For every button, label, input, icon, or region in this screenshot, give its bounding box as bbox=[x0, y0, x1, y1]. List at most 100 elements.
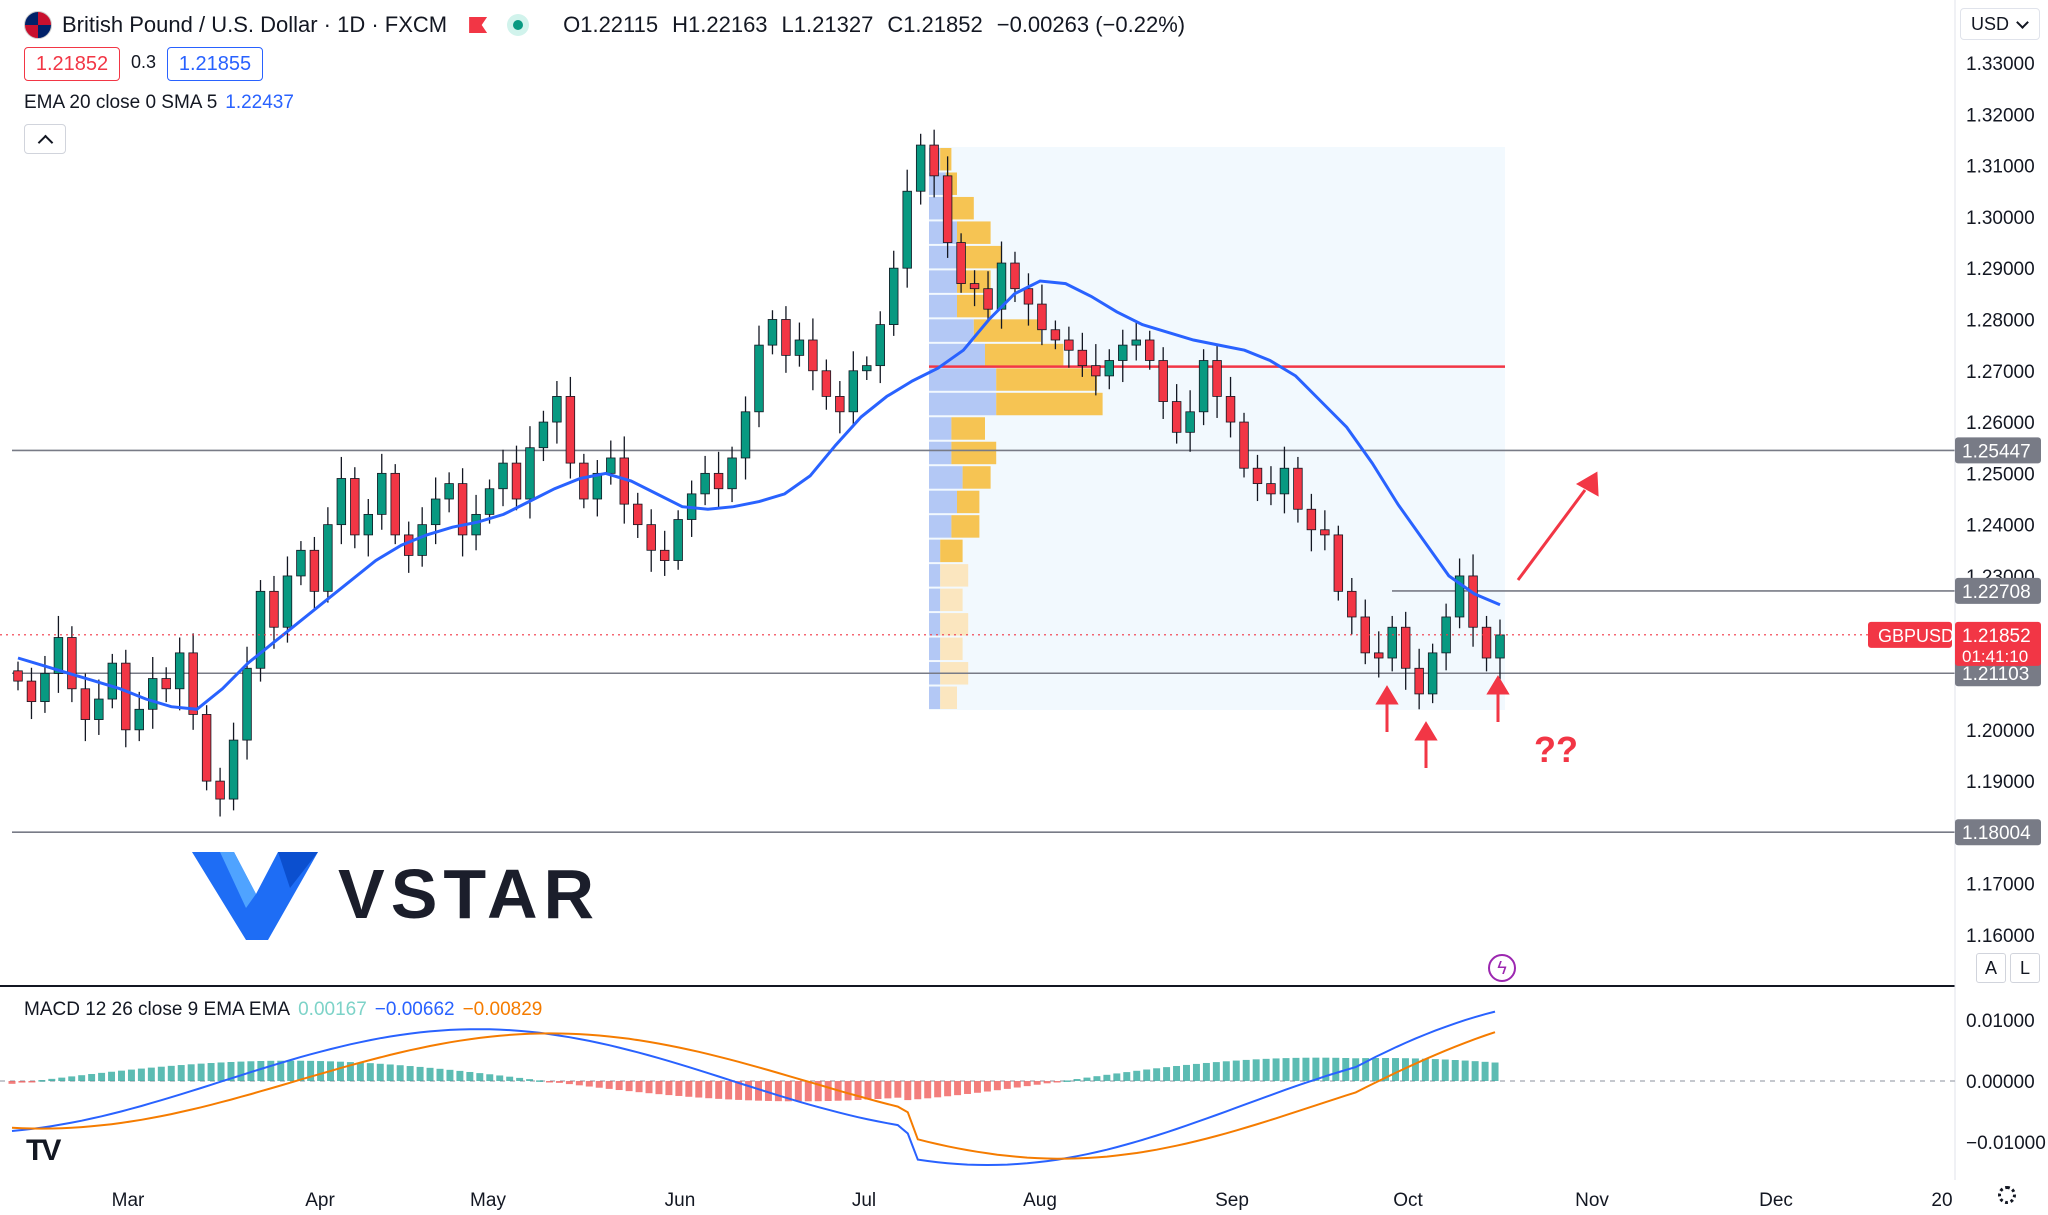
candle-38 bbox=[525, 426, 535, 519]
vp-bar-sell-16 bbox=[940, 539, 963, 563]
macd-hist-bar-148 bbox=[1481, 1061, 1489, 1081]
candle-42 bbox=[579, 453, 589, 509]
macd-hist-bar-117 bbox=[1173, 1065, 1181, 1081]
macd-hist-bar-118 bbox=[1183, 1064, 1190, 1081]
candle-12 bbox=[174, 637, 185, 711]
macd-hist-bar-106 bbox=[1063, 1080, 1071, 1082]
price-axis[interactable]: 1.33000 1.32000 1.31000 1.30000 1.29000 1.280… bbox=[1966, 54, 2035, 947]
candle-40 bbox=[552, 381, 562, 444]
vp-bar-buy-11 bbox=[929, 417, 952, 440]
candle-28 bbox=[390, 464, 400, 545]
candle-84 bbox=[1144, 330, 1155, 370]
macd-legend[interactable]: MACD 12 26 close 9 EMA EMA 0.00167 −0.00… bbox=[24, 999, 542, 1021]
candle-32 bbox=[444, 472, 454, 513]
candle-58 bbox=[794, 322, 805, 367]
macd-hist-bar-75 bbox=[755, 1081, 762, 1101]
level-tag-1 bbox=[1955, 577, 2041, 604]
macd-hist-bar-95 bbox=[954, 1081, 962, 1096]
macd-hist-bar-59 bbox=[595, 1081, 603, 1088]
macd-hist-bar-72 bbox=[725, 1081, 733, 1100]
macd-hist-bar-29 bbox=[297, 1060, 305, 1081]
macd-hist-bar-88 bbox=[884, 1081, 892, 1099]
candle-53 bbox=[727, 446, 737, 503]
ohlc-open: O1.22115 bbox=[563, 12, 659, 37]
macd-hist-bar-98 bbox=[983, 1081, 991, 1092]
ticker-tag-text: GBPUSD bbox=[1878, 626, 1954, 646]
ema-legend[interactable]: EMA 20 close 0 SMA 5 1.22437 bbox=[24, 92, 294, 114]
macd-hist-bar-73 bbox=[735, 1081, 743, 1100]
log-scale-button[interactable]: L bbox=[2010, 953, 2040, 983]
macd-hist-bar-57 bbox=[575, 1081, 583, 1086]
market-open-icon[interactable] bbox=[507, 14, 530, 36]
level-tag-text-1: 1.22708 bbox=[1962, 582, 2031, 603]
collapse-legend-button[interactable] bbox=[24, 124, 66, 154]
macd-hist-bar-122 bbox=[1222, 1061, 1230, 1081]
vp-bar-buy-5 bbox=[929, 270, 957, 293]
macd-axis[interactable]: 0.01000 0.00000 −0.01000 bbox=[1966, 1011, 2046, 1154]
vp-bar-buy-4 bbox=[929, 245, 963, 269]
time-axis[interactable]: Mar Apr May Jun Jul Aug Sep Oct Nov Dec 20 bbox=[112, 1190, 1953, 1211]
macd-hist-bar-115 bbox=[1153, 1068, 1161, 1081]
macd-hist-bar-25 bbox=[257, 1061, 265, 1081]
macd-hist-bar-56 bbox=[565, 1081, 573, 1085]
vp-bar-buy-22 bbox=[929, 686, 941, 709]
macd-hist-bar-23 bbox=[237, 1061, 245, 1081]
macd-hist-bar-143 bbox=[1431, 1059, 1439, 1081]
candle-11 bbox=[161, 667, 171, 703]
vp-bar-sell-20 bbox=[940, 637, 963, 661]
macd-hist-bar-66 bbox=[665, 1081, 673, 1096]
time-tick-6: Sep bbox=[1215, 1190, 1249, 1211]
time-tick-8: Nov bbox=[1575, 1190, 1609, 1211]
macd-hist-bar-50 bbox=[506, 1076, 514, 1081]
settings-gear-icon[interactable] bbox=[1998, 1186, 2016, 1204]
macd-hist-bar-128 bbox=[1282, 1058, 1290, 1081]
candle-65 bbox=[889, 250, 899, 336]
macd-label: MACD 12 26 close 9 EMA EMA bbox=[24, 999, 291, 1020]
candle-19 bbox=[269, 575, 279, 649]
price-tick-12: 1.19000 bbox=[1966, 772, 2035, 793]
macd-hist-bar-135 bbox=[1352, 1058, 1360, 1081]
macd-hist-bar-13 bbox=[137, 1068, 145, 1081]
candles bbox=[13, 129, 1505, 817]
currency-select[interactable]: USD bbox=[1960, 8, 2040, 40]
macd-hist-bar-68 bbox=[685, 1081, 693, 1097]
candle-56 bbox=[767, 310, 778, 355]
macd-hist-bar-104 bbox=[1043, 1081, 1051, 1084]
ohlc-low: L1.21327 bbox=[781, 12, 874, 37]
candle-6 bbox=[94, 679, 104, 735]
symbol-title[interactable]: British Pound / U.S. Dollar · 1D · FXCM bbox=[62, 12, 448, 37]
vp-bar-buy-16 bbox=[929, 539, 941, 563]
macd-hist-bar-130 bbox=[1302, 1057, 1310, 1081]
time-tick-0: Mar bbox=[112, 1190, 145, 1211]
macd-hist-bar-1 bbox=[18, 1081, 26, 1083]
macd-line-value: −0.00662 bbox=[374, 999, 455, 1020]
price-tick-11: 1.20000 bbox=[1966, 721, 2035, 742]
macd-hist-bar-74 bbox=[745, 1081, 753, 1101]
macd-hist-bar-4 bbox=[48, 1078, 56, 1081]
macd-hist-bar-14 bbox=[147, 1067, 155, 1081]
macd-hist-bar-20 bbox=[207, 1063, 215, 1081]
vp-bar-buy-18 bbox=[929, 588, 941, 612]
sell-button[interactable]: 1.21852 bbox=[24, 47, 120, 81]
flag-icon[interactable] bbox=[469, 17, 488, 33]
time-tick-10: 20 bbox=[1931, 1190, 1952, 1211]
macd-hist-bar-71 bbox=[715, 1081, 723, 1099]
spread-value: 0.3 bbox=[131, 52, 157, 72]
time-tick-3: Jun bbox=[665, 1190, 696, 1211]
buy-button[interactable]: 1.21855 bbox=[167, 47, 263, 81]
candle-78 bbox=[1064, 326, 1074, 368]
flash-icon[interactable]: ϟ bbox=[1488, 954, 1516, 982]
candle-48 bbox=[659, 530, 670, 576]
candle-69 bbox=[942, 156, 953, 258]
candle-96 bbox=[1306, 493, 1317, 552]
vstar-logo: VSTAR bbox=[190, 848, 600, 940]
macd-hist-bar-116 bbox=[1163, 1067, 1171, 1081]
signal-line bbox=[11, 1031, 1496, 1160]
time-tick-2: May bbox=[470, 1190, 506, 1211]
tradingview-logo[interactable]: TV bbox=[26, 1134, 61, 1167]
candle-85 bbox=[1158, 347, 1168, 419]
time-tick-4: Jul bbox=[852, 1190, 876, 1211]
auto-scale-button[interactable]: A bbox=[1976, 953, 2006, 983]
macd-hist-bar-85 bbox=[854, 1081, 862, 1101]
